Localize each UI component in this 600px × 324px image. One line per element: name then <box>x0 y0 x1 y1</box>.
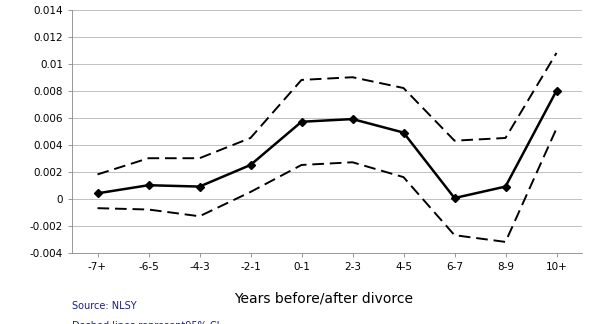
Text: Source: NLSY: Source: NLSY <box>72 301 137 311</box>
Text: Dashed lines represent95% CI.: Dashed lines represent95% CI. <box>72 321 223 324</box>
Text: Years before/after divorce: Years before/after divorce <box>235 292 413 306</box>
